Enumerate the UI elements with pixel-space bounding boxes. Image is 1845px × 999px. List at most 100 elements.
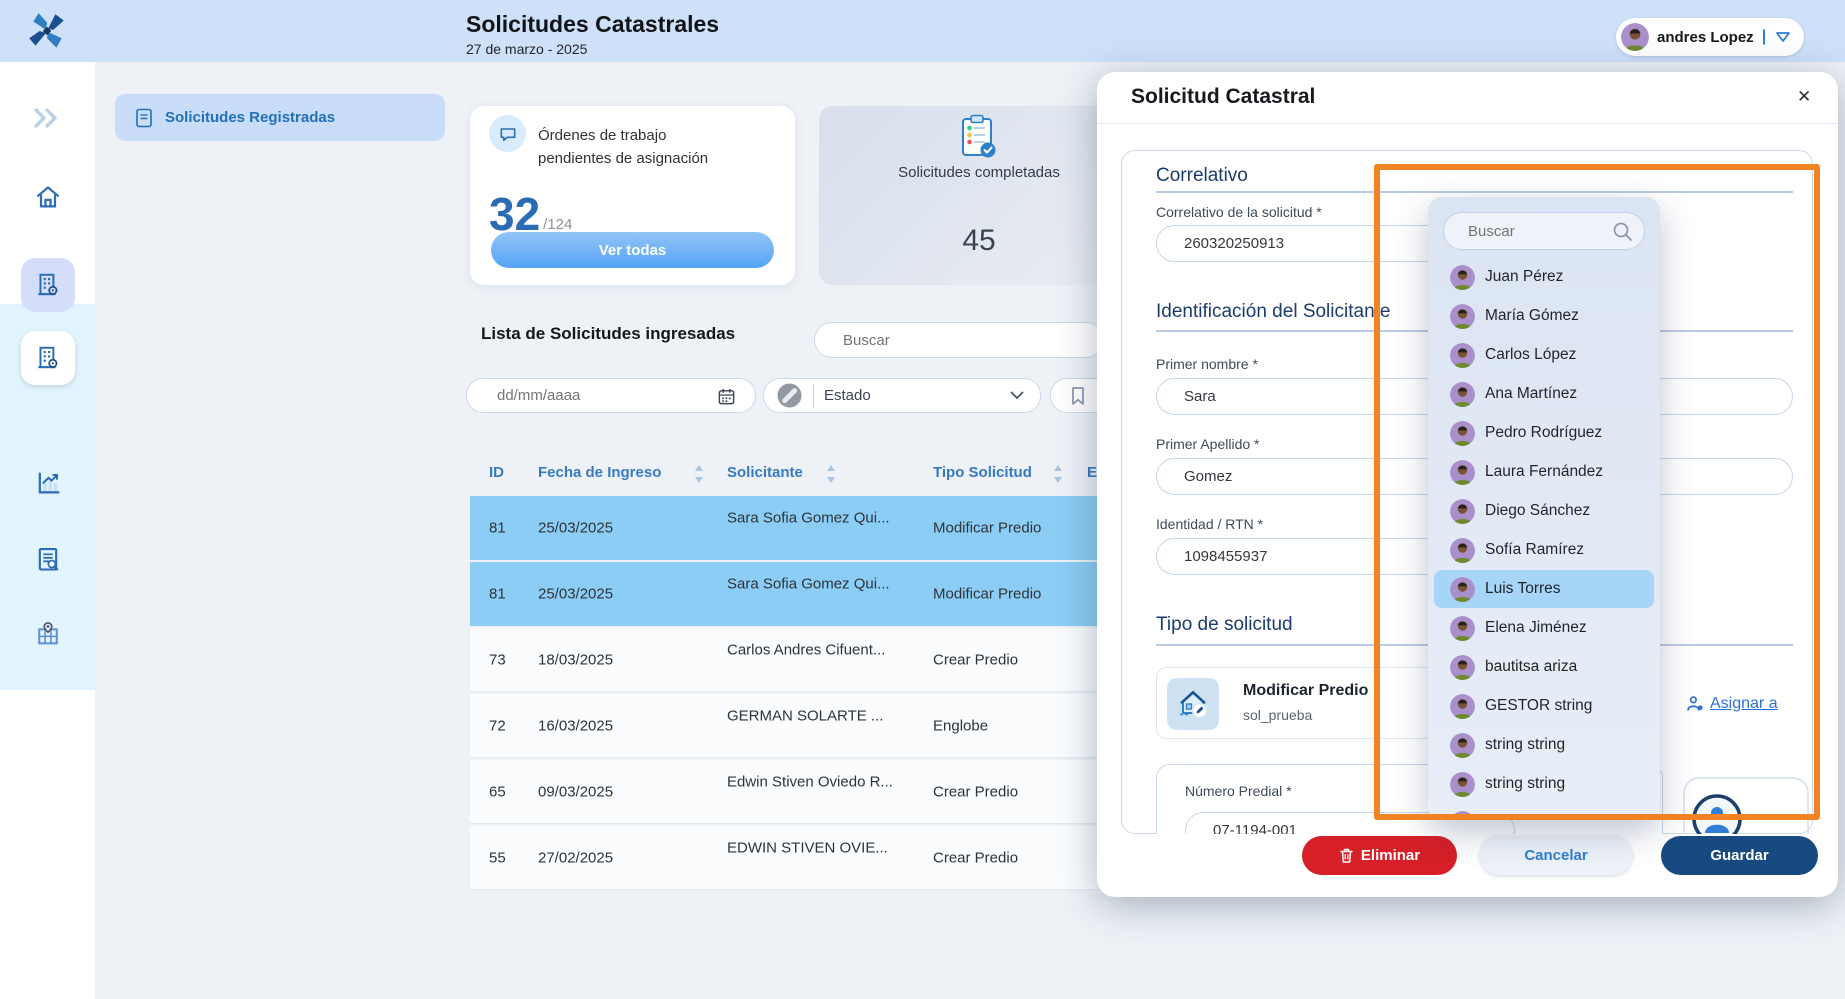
- assignee-option-selected[interactable]: Luis Torres: [1434, 570, 1654, 608]
- avatar: [1450, 654, 1475, 680]
- double-chevron-right-icon: [34, 108, 57, 128]
- ver-todas-button[interactable]: Ver todas: [491, 232, 774, 268]
- assignee-search-input[interactable]: [1443, 212, 1645, 250]
- assignee-option[interactable]: string string: [1434, 804, 1654, 820]
- sidebar-collapse-button[interactable]: [32, 107, 62, 134]
- eliminar-button[interactable]: Eliminar: [1302, 836, 1457, 875]
- pending-card-title: Órdenes de trabajo pendientes de asignac…: [538, 127, 709, 167]
- assignee-option[interactable]: Pedro Rodríguez: [1434, 414, 1654, 452]
- eliminar-label: Eliminar: [1360, 847, 1421, 864]
- list-title: Lista de Solicitudes ingresadas: [481, 324, 736, 343]
- predial-label: Número Predial *: [1185, 783, 1292, 799]
- avatar: [1450, 810, 1475, 820]
- sidebar-item-predios-active[interactable]: [21, 258, 75, 312]
- column-fecha[interactable]: Fecha de Ingreso: [538, 464, 662, 481]
- pending-orders-card: Órdenes de trabajo pendientes de asignac…: [470, 106, 795, 285]
- estado-select[interactable]: Estado: [763, 378, 1041, 413]
- avatar: [1450, 537, 1475, 563]
- column-solicitante[interactable]: Solicitante: [727, 464, 803, 481]
- clipboard-check-icon: [955, 114, 1001, 167]
- bookmark-icon: [1072, 386, 1084, 405]
- status-dial-icon: [777, 383, 802, 408]
- assignee-name: Luis Torres: [1485, 580, 1561, 597]
- table-row[interactable]: 65 09/03/2025 Edwin Stiven Oviedo R... C…: [470, 760, 1115, 824]
- divider: [813, 383, 814, 408]
- header-bar: Solicitudes Catastrales 27 de marzo - 20…: [0, 0, 1845, 62]
- trash-icon: [1340, 848, 1353, 863]
- date-input[interactable]: [467, 386, 647, 405]
- table-row[interactable]: 81 25/03/2025 Sara Sofia Gomez Qui... Mo…: [470, 562, 1115, 626]
- assignee-option[interactable]: bautitsa ariza: [1434, 648, 1654, 686]
- avatar: [1450, 381, 1475, 407]
- user-menu[interactable]: andres Lopez |: [1616, 18, 1805, 56]
- sidebar-item-home[interactable]: [34, 183, 62, 216]
- cell-solicitante: Edwin Stiven Oviedo R...: [727, 773, 893, 790]
- header-title-block: Solicitudes Catastrales 27 de marzo - 20…: [466, 11, 719, 57]
- avatar: [1450, 303, 1475, 329]
- assignee-name: string string: [1485, 814, 1565, 820]
- cell-solicitante: EDWIN STIVEN OVIE...: [727, 839, 888, 856]
- cell-fecha: 18/03/2025: [538, 651, 614, 668]
- app-logo[interactable]: [26, 9, 68, 55]
- assignee-option[interactable]: Sofía Ramírez: [1434, 531, 1654, 569]
- assignee-name: Laura Fernández: [1485, 463, 1604, 480]
- assignee-name: Diego Sánchez: [1485, 502, 1591, 519]
- table-row[interactable]: 55 27/02/2025 EDWIN STIVEN OVIE... Crear…: [470, 826, 1115, 890]
- table-header: ID Fecha de Ingreso Solicitante Tipo Sol…: [470, 455, 1137, 495]
- cell-id: 65: [489, 783, 506, 800]
- tab-solicitudes-registradas[interactable]: Solicitudes Registradas: [115, 94, 445, 141]
- avatar: [1450, 264, 1475, 290]
- tipo-card-title: Modificar Predio: [1243, 682, 1369, 699]
- search-input[interactable]: [814, 322, 1104, 358]
- assignee-option[interactable]: Elena Jiménez: [1434, 609, 1654, 647]
- correlativo-input[interactable]: 260320250913: [1156, 225, 1476, 262]
- apellido-input[interactable]: Gomez: [1156, 458, 1476, 495]
- nombre-input[interactable]: Sara: [1156, 378, 1476, 415]
- assignee-option[interactable]: string string: [1434, 765, 1654, 803]
- section-identificacion: Identificación del Solicitante: [1156, 301, 1391, 322]
- sidebar-item-reportes[interactable]: [34, 469, 62, 502]
- sort-icon[interactable]: [694, 463, 704, 485]
- assignee-name: Juan Pérez: [1485, 268, 1564, 285]
- assignee-option[interactable]: Juan Pérez: [1434, 258, 1654, 296]
- sort-icon[interactable]: [1053, 463, 1063, 485]
- assignee-option[interactable]: Ana Martínez: [1434, 375, 1654, 413]
- table-row[interactable]: 72 16/03/2025 GERMAN SOLARTE ... Englobe: [470, 694, 1115, 758]
- cell-tipo: Crear Predio: [933, 783, 1019, 800]
- sort-icon[interactable]: [826, 463, 836, 485]
- column-tipo[interactable]: Tipo Solicitud: [933, 464, 1032, 481]
- close-button[interactable]: ✕: [1797, 87, 1812, 106]
- table-row[interactable]: 73 18/03/2025 Carlos Andres Cifuent... C…: [470, 628, 1115, 692]
- sidebar-item-documentos[interactable]: [34, 545, 62, 578]
- correlativo-label: Correlativo de la solicitud *: [1156, 204, 1322, 220]
- assignee-option[interactable]: GESTOR string: [1434, 687, 1654, 725]
- chevron-down-icon[interactable]: [1774, 30, 1792, 44]
- chevron-down-icon: [1010, 391, 1024, 400]
- assignee-option[interactable]: Carlos López: [1434, 336, 1654, 374]
- sidebar-item-mapa[interactable]: [34, 620, 62, 653]
- cell-solicitante: Sara Sofia Gomez Qui...: [727, 575, 890, 593]
- avatar: [1450, 615, 1475, 641]
- cell-solicitante: Carlos Andres Cifuent...: [727, 641, 886, 658]
- avatar: [1450, 771, 1475, 797]
- table-row[interactable]: 81 25/03/2025 Sara Sofia Gomez Qui... Mo…: [470, 496, 1115, 560]
- assignee-option[interactable]: Laura Fernández: [1434, 453, 1654, 491]
- cancelar-button[interactable]: Cancelar: [1480, 836, 1632, 875]
- sidebar-item-solicitudes[interactable]: [21, 331, 75, 385]
- cell-tipo: Modificar Predio: [933, 585, 1042, 603]
- date-filter[interactable]: [466, 378, 756, 413]
- map-pin-icon: [38, 622, 58, 645]
- assignee-option[interactable]: string string: [1434, 726, 1654, 764]
- calendar-icon[interactable]: [717, 387, 736, 406]
- avatar: [1450, 459, 1475, 485]
- assignee-option[interactable]: Diego Sánchez: [1434, 492, 1654, 530]
- assign-person-icon: [1687, 696, 1703, 711]
- identidad-input[interactable]: 1098455937: [1156, 538, 1476, 575]
- divider: [1156, 191, 1793, 193]
- guardar-button[interactable]: Guardar: [1661, 836, 1818, 875]
- cell-solicitante: GERMAN SOLARTE ...: [727, 707, 884, 724]
- column-id[interactable]: ID: [489, 464, 504, 481]
- assignee-option[interactable]: María Gómez: [1434, 297, 1654, 335]
- chart-icon: [38, 472, 60, 494]
- asignar-a-link[interactable]: Asignar a: [1686, 694, 1778, 713]
